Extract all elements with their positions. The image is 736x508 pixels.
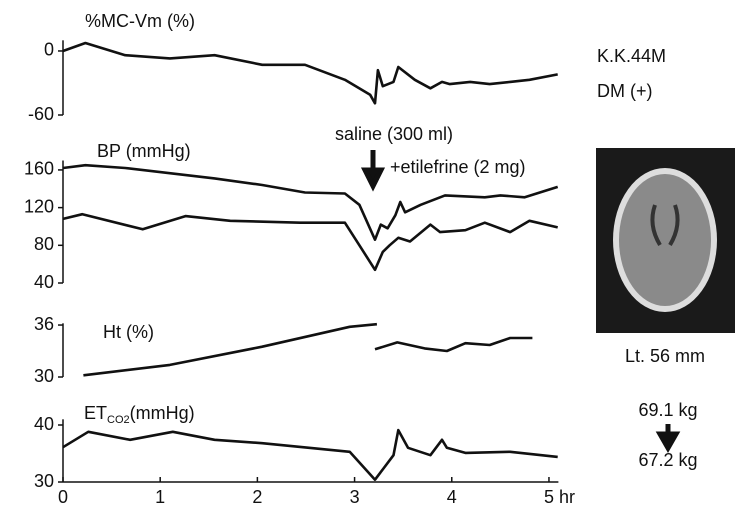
panel-title: BP (mmHg) bbox=[97, 141, 191, 161]
y-tick-label: 160 bbox=[24, 159, 54, 179]
panel-title: ETCO2(mmHg) bbox=[84, 403, 195, 426]
y-tick-label: 40 bbox=[34, 272, 54, 292]
y-tick-label: 40 bbox=[34, 414, 54, 434]
y-tick-label: -60 bbox=[28, 104, 54, 124]
y-tick-label: 0 bbox=[44, 40, 54, 60]
y-tick-label: 30 bbox=[34, 471, 54, 491]
data-line bbox=[62, 428, 558, 481]
patient-condition: DM (+) bbox=[597, 81, 653, 101]
panel-title-text: BP (mmHg) bbox=[97, 141, 191, 161]
annotation: saline (300 ml) bbox=[335, 124, 453, 144]
x-tick-label: 2 bbox=[252, 487, 262, 507]
ct-image bbox=[596, 148, 735, 333]
ct-label: Lt. 56 mm bbox=[625, 346, 705, 366]
panel-title-text: %MC-Vm (%) bbox=[85, 11, 195, 31]
data-line bbox=[62, 163, 559, 241]
y-tick-label: 120 bbox=[24, 196, 54, 216]
x-tick-label: 3 bbox=[350, 487, 360, 507]
x-tick-label: 1 bbox=[155, 487, 165, 507]
y-tick-label: 36 bbox=[34, 314, 54, 334]
data-line bbox=[83, 322, 533, 377]
data-line bbox=[62, 212, 558, 272]
panel-title-subscript: CO2 bbox=[107, 414, 130, 426]
intervention-arrow bbox=[360, 150, 386, 192]
annotation: +etilefrine (2 mg) bbox=[390, 157, 526, 177]
panel-title-unit: (mmHg) bbox=[130, 403, 195, 423]
y-tick-label: 30 bbox=[34, 366, 54, 386]
weight-after: 67.2 kg bbox=[638, 450, 697, 470]
ct-brain bbox=[619, 174, 711, 306]
weight-arrow bbox=[655, 424, 681, 454]
panel-title-text: ET bbox=[84, 403, 107, 423]
x-axis-label: hr bbox=[559, 487, 575, 507]
panel-title: Ht (%) bbox=[103, 322, 154, 342]
y-tick-label: 80 bbox=[34, 234, 54, 254]
x-tick-label: 4 bbox=[447, 487, 457, 507]
panel-title: %MC-Vm (%) bbox=[85, 11, 195, 31]
data-line bbox=[62, 41, 558, 105]
panel-title-text: Ht (%) bbox=[103, 322, 154, 342]
patient-id: K.K.44M bbox=[597, 46, 666, 66]
x-tick-label: 0 bbox=[58, 487, 68, 507]
weight-before: 69.1 kg bbox=[638, 400, 697, 420]
ct-ventricles bbox=[650, 204, 680, 247]
x-tick-label: 5 bbox=[544, 487, 554, 507]
